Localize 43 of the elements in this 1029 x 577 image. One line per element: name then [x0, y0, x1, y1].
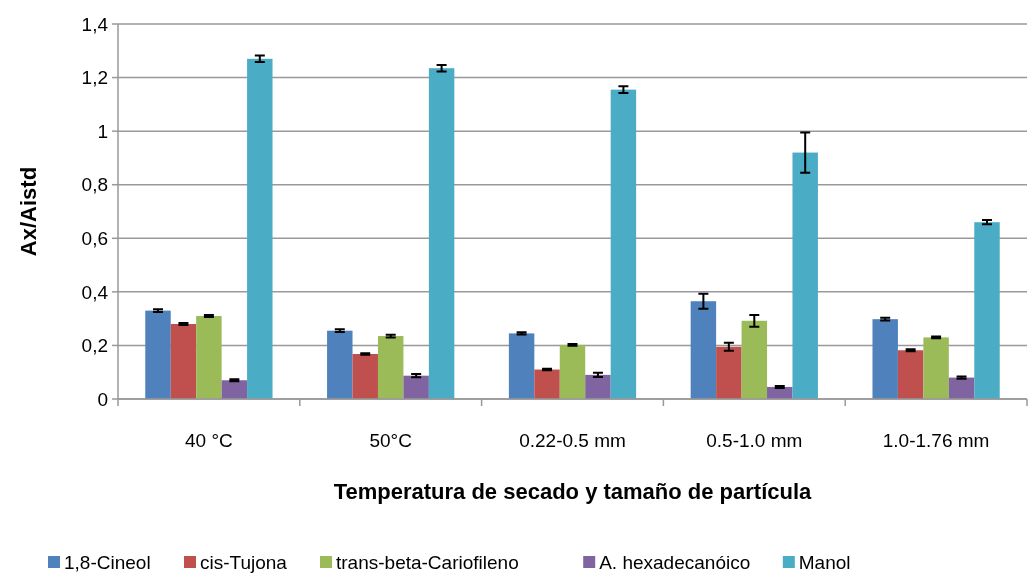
bar	[872, 319, 898, 399]
bar	[585, 374, 611, 399]
x-tick-label: 40 °C	[185, 430, 233, 451]
bar	[923, 337, 949, 399]
bar	[247, 58, 273, 399]
y-tick-label: 0,4	[81, 281, 109, 303]
bar	[897, 350, 924, 399]
bar	[377, 336, 404, 399]
bar	[690, 301, 717, 399]
bar	[508, 333, 535, 399]
bar	[792, 152, 818, 399]
bar	[610, 89, 637, 399]
y-tick-label: 0	[97, 388, 108, 410]
y-tick-label: 0,8	[81, 174, 108, 196]
x-tick-label: 1.0-1.76 mm	[882, 430, 990, 451]
x-tick-label: 0.5-1.0 mm	[706, 430, 803, 451]
y-tick-label: 1,2	[81, 67, 108, 89]
bar	[534, 369, 560, 399]
x-axis-title: Temperatura de secado y tamaño de partícula	[333, 479, 813, 504]
y-tick-label: 1,4	[81, 13, 109, 35]
bar	[974, 222, 1000, 399]
y-axis-title: Ax/Aistd	[16, 166, 41, 257]
bar	[170, 324, 197, 399]
bar	[145, 310, 171, 399]
x-tick-label: 0.22-0.5 mm	[519, 430, 626, 451]
bar	[428, 68, 455, 399]
bar	[403, 375, 429, 399]
bar	[352, 354, 378, 399]
legend-label: 1,8-Cineol	[64, 551, 151, 573]
y-tick-label: 0,2	[81, 335, 108, 357]
legend-label: Manol	[798, 551, 851, 573]
legend-label: trans-beta-Cariofileno	[336, 551, 519, 573]
legend-label: cis-Tujona	[200, 551, 288, 573]
x-tick-label: 50°C	[369, 430, 412, 451]
bar	[559, 344, 586, 399]
y-tick-label: 1	[97, 120, 108, 142]
legend-label: A. hexadecanóico	[599, 551, 751, 573]
bar	[196, 315, 222, 399]
bar	[741, 320, 768, 399]
bar	[327, 330, 353, 399]
y-tick-label: 0,6	[81, 227, 108, 249]
bar	[716, 346, 742, 399]
bar	[221, 380, 248, 399]
